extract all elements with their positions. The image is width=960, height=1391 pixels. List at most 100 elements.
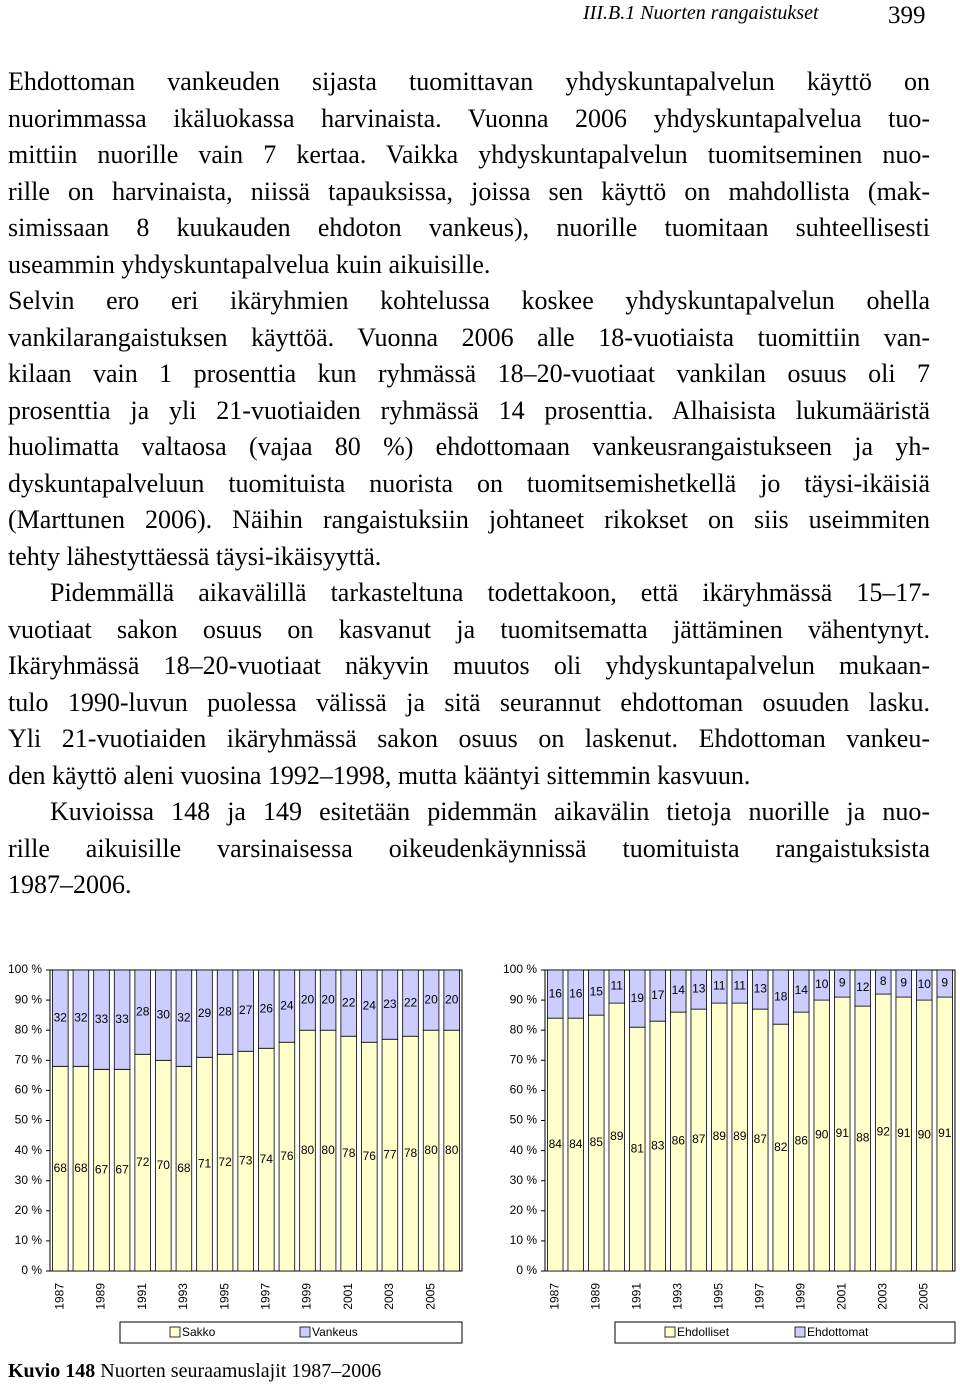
legend-swatch: [794, 1326, 806, 1338]
bar-segment: [216, 969, 234, 1055]
text-line: huolimatta valtaosa (vajaa 80 %) ehdotto…: [8, 432, 930, 461]
data-label: 80: [301, 1143, 315, 1157]
data-label: 14: [795, 983, 809, 997]
data-label: 74: [260, 1152, 274, 1166]
data-label: 13: [692, 982, 706, 996]
bar-segment: [340, 969, 357, 1037]
bar-segment: [936, 969, 953, 998]
bar-segment: [567, 969, 584, 1019]
y-tick-label: 50 %: [15, 1113, 43, 1127]
data-label: 72: [136, 1155, 150, 1169]
x-tick-label: 1997: [258, 1283, 272, 1310]
data-label: 68: [74, 1161, 88, 1175]
data-label: 33: [115, 1012, 129, 1026]
x-tick-label: 1997: [752, 1283, 766, 1310]
text-line: Ehdottoman vankeuden sijasta tuomittavan…: [8, 67, 930, 96]
data-label: 27: [239, 1003, 253, 1017]
y-tick-label: 20 %: [15, 1203, 43, 1217]
data-label: 71: [198, 1156, 212, 1170]
x-tick-label: 1999: [793, 1283, 807, 1310]
data-label: 14: [672, 983, 686, 997]
data-label: 23: [383, 997, 397, 1011]
text-line: den käyttö aleni vuosina 1992–1998, mutt…: [8, 760, 751, 790]
y-tick-label: 0 %: [21, 1263, 42, 1277]
data-label: 87: [754, 1132, 768, 1146]
data-label: 32: [177, 1010, 191, 1024]
data-label: 9: [839, 976, 846, 990]
text-line: vuotiaat sakon osuus on kasvanut ja tuom…: [8, 614, 930, 644]
data-label: 32: [74, 1010, 88, 1024]
data-label: 89: [610, 1129, 624, 1143]
data-label: 29: [198, 1006, 212, 1020]
bar-segment: [711, 969, 728, 1004]
data-label: 76: [363, 1149, 377, 1163]
data-label: 80: [445, 1143, 459, 1157]
bar-segment: [155, 969, 172, 1061]
data-label: 24: [363, 998, 377, 1012]
bar-segment: [422, 969, 440, 1031]
data-label: 89: [733, 1129, 747, 1143]
y-tick-label: 50 %: [510, 1113, 538, 1127]
bar-segment: [196, 969, 213, 1058]
x-tick-label: 2005: [423, 1283, 437, 1310]
text-line: tehty lähestyttäessä täysi-ikäisyyttä.: [8, 541, 382, 571]
data-label: 11: [713, 979, 726, 993]
bar-segment: [381, 969, 399, 1040]
data-label: 91: [836, 1126, 850, 1140]
data-label: 20: [424, 992, 438, 1006]
bar-segment: [319, 969, 337, 1031]
bar-segment: [608, 969, 625, 1004]
y-tick-label: 100 %: [8, 962, 42, 976]
y-tick-label: 40 %: [510, 1143, 538, 1157]
legend-label: Vankeus: [312, 1325, 358, 1339]
data-label: 83: [651, 1138, 665, 1152]
bar-segment: [443, 969, 460, 1031]
text-line: Pidemmällä aikavälillä tarkasteltuna tod…: [50, 578, 930, 607]
page-number: 399: [888, 2, 926, 29]
data-label: 10: [815, 977, 829, 991]
bar-segment: [72, 969, 90, 1067]
data-label: 78: [342, 1146, 356, 1160]
y-tick-label: 40 %: [15, 1143, 43, 1157]
legend-label: Ehdolliset: [677, 1325, 730, 1339]
text-line: rille aikuisille varsinaisessa oikeudenk…: [8, 833, 930, 863]
data-label: 19: [631, 991, 645, 1005]
text-line: rille on harvinaista, niissä tapauksissa…: [8, 176, 930, 206]
text-line: tulo 1990-luvun puolessa välissä ja sitä…: [8, 687, 930, 717]
data-label: 82: [774, 1140, 788, 1154]
y-tick-label: 0 %: [516, 1263, 537, 1277]
y-tick-label: 70 %: [510, 1052, 538, 1066]
data-label: 26: [260, 1001, 274, 1015]
data-label: 20: [301, 992, 315, 1006]
y-tick-label: 30 %: [15, 1173, 43, 1187]
y-tick-label: 70 %: [15, 1052, 43, 1066]
data-label: 9: [941, 976, 948, 990]
bar-segment: [731, 969, 748, 1004]
y-tick-label: 30 %: [510, 1173, 538, 1187]
y-tick-label: 80 %: [510, 1022, 538, 1036]
data-label: 92: [877, 1125, 891, 1139]
caption-label: Kuvio 148: [8, 1360, 96, 1382]
y-tick-label: 90 %: [15, 992, 43, 1006]
y-tick-label: 60 %: [510, 1083, 538, 1097]
data-label: 81: [631, 1141, 645, 1155]
legend-swatch: [664, 1326, 676, 1338]
data-label: 67: [95, 1162, 109, 1176]
data-label: 85: [590, 1135, 604, 1149]
data-label: 11: [734, 979, 747, 993]
bar-segment: [916, 969, 933, 1001]
data-label: 91: [938, 1126, 952, 1140]
text-line: (Marttunen 2006). Näihin rangaistuksiin …: [8, 505, 930, 534]
bar-segment: [361, 969, 378, 1043]
x-tick-label: 1995: [711, 1283, 725, 1310]
y-tick-label: 10 %: [15, 1233, 43, 1247]
data-label: 8: [880, 974, 887, 988]
bar-segment: [690, 969, 707, 1010]
x-tick-label: 1991: [135, 1283, 149, 1310]
text-line: simissaan 8 kuukauden ehdoton vankeus), …: [8, 213, 930, 242]
data-label: 84: [569, 1137, 583, 1151]
data-label: 13: [754, 982, 768, 996]
data-label: 86: [672, 1134, 686, 1148]
